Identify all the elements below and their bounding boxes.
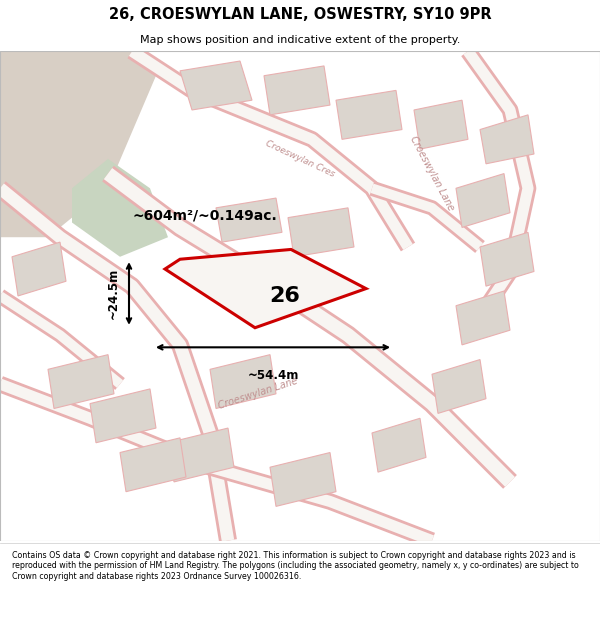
Text: 26, CROESWYLAN LANE, OSWESTRY, SY10 9PR: 26, CROESWYLAN LANE, OSWESTRY, SY10 9PR <box>109 7 491 22</box>
Polygon shape <box>72 159 168 257</box>
Text: Map shows position and indicative extent of the property.: Map shows position and indicative extent… <box>140 35 460 45</box>
Polygon shape <box>456 174 510 228</box>
Text: Croeswylan Cres: Croeswylan Cres <box>264 139 336 179</box>
Polygon shape <box>414 100 468 149</box>
Polygon shape <box>90 389 156 442</box>
Polygon shape <box>210 354 276 409</box>
Text: Contains OS data © Crown copyright and database right 2021. This information is : Contains OS data © Crown copyright and d… <box>12 551 579 581</box>
Polygon shape <box>264 66 330 115</box>
Polygon shape <box>270 452 336 506</box>
Polygon shape <box>288 208 354 257</box>
Polygon shape <box>336 91 402 139</box>
Text: ~24.5m: ~24.5m <box>107 268 120 319</box>
Polygon shape <box>456 291 510 345</box>
Polygon shape <box>48 354 114 409</box>
Polygon shape <box>480 115 534 164</box>
Text: ~54.4m: ~54.4m <box>247 369 299 382</box>
Polygon shape <box>165 249 366 328</box>
Polygon shape <box>120 438 186 492</box>
Text: Croeswylan Lane: Croeswylan Lane <box>408 134 456 212</box>
Polygon shape <box>168 428 234 482</box>
Polygon shape <box>0 51 156 238</box>
Polygon shape <box>432 359 486 413</box>
Polygon shape <box>180 61 252 110</box>
Polygon shape <box>480 232 534 286</box>
Text: 26: 26 <box>269 286 301 306</box>
Polygon shape <box>216 198 282 242</box>
Polygon shape <box>372 418 426 472</box>
Text: ~604m²/~0.149ac.: ~604m²/~0.149ac. <box>132 208 277 222</box>
Polygon shape <box>12 242 66 296</box>
Text: Croeswylan Lane: Croeswylan Lane <box>217 376 299 411</box>
